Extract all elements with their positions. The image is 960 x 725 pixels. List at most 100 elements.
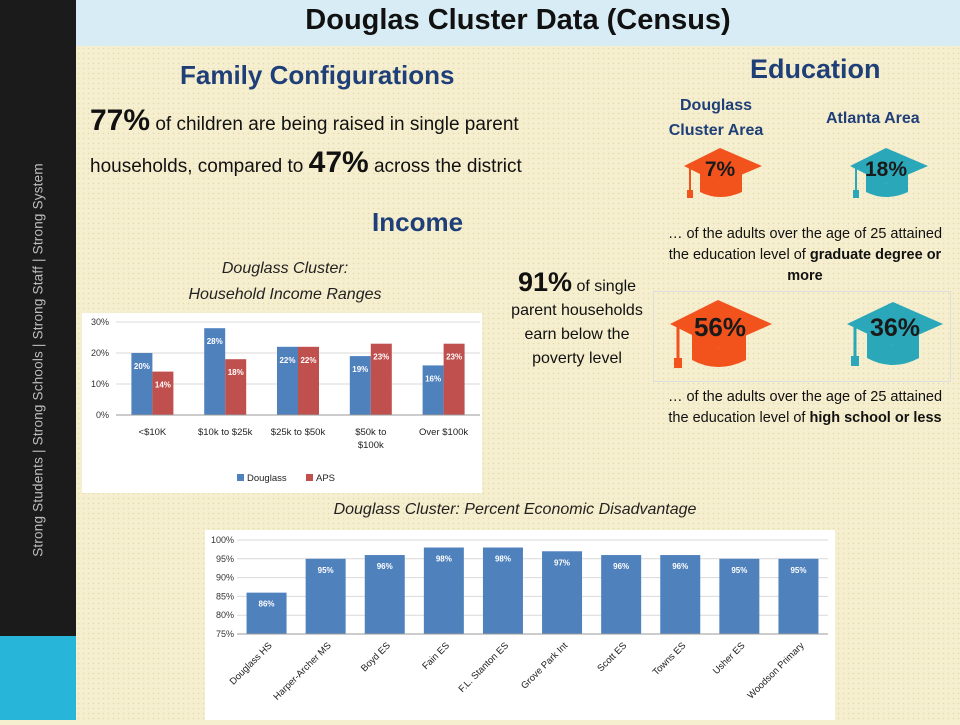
bar-data-label: 98% xyxy=(436,555,452,564)
bar xyxy=(542,551,583,634)
income-chart-title-line-2: Household Income Ranges xyxy=(188,286,382,303)
income-heading: Income xyxy=(372,207,464,237)
bar-data-label: 18% xyxy=(228,368,244,377)
graduate-degree-text: … of the adults over the age of 25 attai… xyxy=(660,224,950,287)
x-tick-label: $50k to xyxy=(355,427,386,438)
income-chart: 0% 10% 20% 30% 20% 14% <$10K 28% 18% $10k to $25k… xyxy=(91,317,480,484)
single-parent-stat: 77% xyxy=(90,104,151,137)
bar-aps xyxy=(443,343,465,415)
family-text-1: of children are being raised in single p… xyxy=(150,114,519,135)
disadvantage-chart: 75% 80% 85% 90% 95% 100% 86% Douglass HS 95% Harp… xyxy=(211,535,828,703)
high-school-text: … of the adults over the age of 25 attai… xyxy=(660,387,950,429)
bar xyxy=(364,555,405,634)
bar xyxy=(246,592,287,634)
y-tick-label: 20% xyxy=(91,348,109,358)
x-tick-label: Towns ES xyxy=(651,640,689,678)
y-tick-label: 100% xyxy=(211,535,234,545)
douglass-hs-cap-icon: 56% xyxy=(670,300,772,368)
family-heading: Family Configurations xyxy=(180,60,455,90)
bar-data-label: 97% xyxy=(554,558,570,567)
bar-douglass xyxy=(349,356,371,415)
family-text-2a: households, compared to xyxy=(90,156,309,177)
x-tick-label: Boyd ES xyxy=(359,640,393,674)
x-tick-label: Harper-Archer MS xyxy=(271,640,333,702)
bar-aps xyxy=(225,359,247,415)
x-tick-label: <$10K xyxy=(139,427,167,438)
family-text-2b: across the district xyxy=(368,156,522,177)
x-tick-label: $10k to $25k xyxy=(198,427,253,438)
poverty-stat: 91% xyxy=(517,267,572,297)
atlanta-area-label: Atlanta Area xyxy=(826,110,920,127)
bar-data-label: 14% xyxy=(155,381,171,390)
x-tick-label: F.L. Stanton ES xyxy=(457,640,511,694)
bar-aps xyxy=(152,371,174,415)
bar xyxy=(719,558,760,634)
y-tick-label: 80% xyxy=(216,610,234,620)
title-bar xyxy=(76,0,960,46)
x-tick-label: Grove Park Int xyxy=(519,640,570,691)
grad-atlanta-value: 18% xyxy=(865,158,907,181)
bar xyxy=(660,555,701,634)
x-tick-label: Woodson Primary xyxy=(746,640,807,701)
education-heading: Education xyxy=(750,54,881,84)
x-tick-label: $100k xyxy=(358,440,384,451)
x-tick-label: Fain ES xyxy=(420,640,452,672)
poverty-text-a: of single xyxy=(572,278,637,295)
bar-data-label: 23% xyxy=(373,353,389,362)
y-tick-label: 30% xyxy=(91,317,109,327)
atlanta-hs-cap-icon: 36% xyxy=(847,302,943,366)
hs-douglass-value: 56% xyxy=(694,312,746,342)
family-stat-line-1: 77% of children are being raised in sing… xyxy=(90,104,519,138)
bar-data-label: 28% xyxy=(207,337,223,346)
bar-data-label: 86% xyxy=(259,600,275,609)
legend-label-douglass: Douglass xyxy=(247,473,287,484)
bar-data-label: 95% xyxy=(790,566,806,575)
disadvantage-chart-area: 75% 80% 85% 90% 95% 100% 86% Douglass HS 95% Harp… xyxy=(205,530,835,720)
grad-douglass-value: 7% xyxy=(705,158,736,181)
bar-data-label: 98% xyxy=(495,555,511,564)
sidebar-accent-block xyxy=(0,636,76,720)
income-chart-area: 0% 10% 20% 30% 20% 14% <$10K 28% 18% $10k to $25k… xyxy=(82,313,482,493)
income-chart-title-line-1: Douglass Cluster: xyxy=(221,260,349,277)
bar xyxy=(305,558,346,634)
bar-data-label: 19% xyxy=(352,365,368,374)
bar-data-label: 95% xyxy=(318,566,334,575)
family-stat-line-2: households, compared to 47% across the d… xyxy=(90,146,522,180)
bar-data-label: 22% xyxy=(279,356,295,365)
bar-douglass xyxy=(204,328,226,415)
y-tick-label: 85% xyxy=(216,591,234,601)
x-tick-label: Usher ES xyxy=(711,640,748,677)
x-tick-label: Douglass HS xyxy=(228,640,275,687)
douglass-grad-cap-icon: 7% xyxy=(684,148,762,198)
bar-data-label: 23% xyxy=(446,353,462,362)
grad-text-a: … of the adults over the age of 25 attai… xyxy=(667,226,943,263)
bar-data-label: 20% xyxy=(134,362,150,371)
bar-data-label: 96% xyxy=(377,562,393,571)
douglass-cluster-label: Douglass Cluster Area xyxy=(668,97,764,139)
hs-text-a: … of the adults over the age of 25 attai… xyxy=(667,389,943,426)
sidebar xyxy=(0,0,76,720)
bar xyxy=(601,555,642,634)
bar-douglass xyxy=(131,353,153,415)
bar-aps xyxy=(298,346,319,415)
disadvantage-chart-title: Douglass Cluster: Percent Economic Disad… xyxy=(333,501,697,518)
page-title: Douglas Cluster Data (Census) xyxy=(305,4,731,36)
bar-data-label: 95% xyxy=(731,566,747,575)
bar-data-label: 22% xyxy=(300,356,316,365)
bar xyxy=(482,547,523,634)
poverty-stat-block: 91% of single parent households earn bel… xyxy=(500,267,654,371)
income-chart-title: Douglass Cluster: Household Income Range… xyxy=(150,256,420,308)
x-tick-label: Over $100k xyxy=(419,427,468,438)
grad-text-b: graduate degree or more xyxy=(787,247,942,284)
bar-data-label: 16% xyxy=(425,374,441,383)
y-tick-label: 10% xyxy=(91,379,109,389)
atlanta-grad-cap-icon: 18% xyxy=(850,148,928,198)
bar-data-label: 96% xyxy=(672,562,688,571)
y-tick-label: 75% xyxy=(216,629,234,639)
sidebar-tagline: Strong Students | Strong Schools | Stron… xyxy=(30,163,46,557)
x-tick-label: $25k to $50k xyxy=(271,427,326,438)
bar-douglass xyxy=(422,365,444,415)
bar xyxy=(778,558,819,634)
bar-aps xyxy=(370,343,392,415)
bar xyxy=(423,547,464,634)
